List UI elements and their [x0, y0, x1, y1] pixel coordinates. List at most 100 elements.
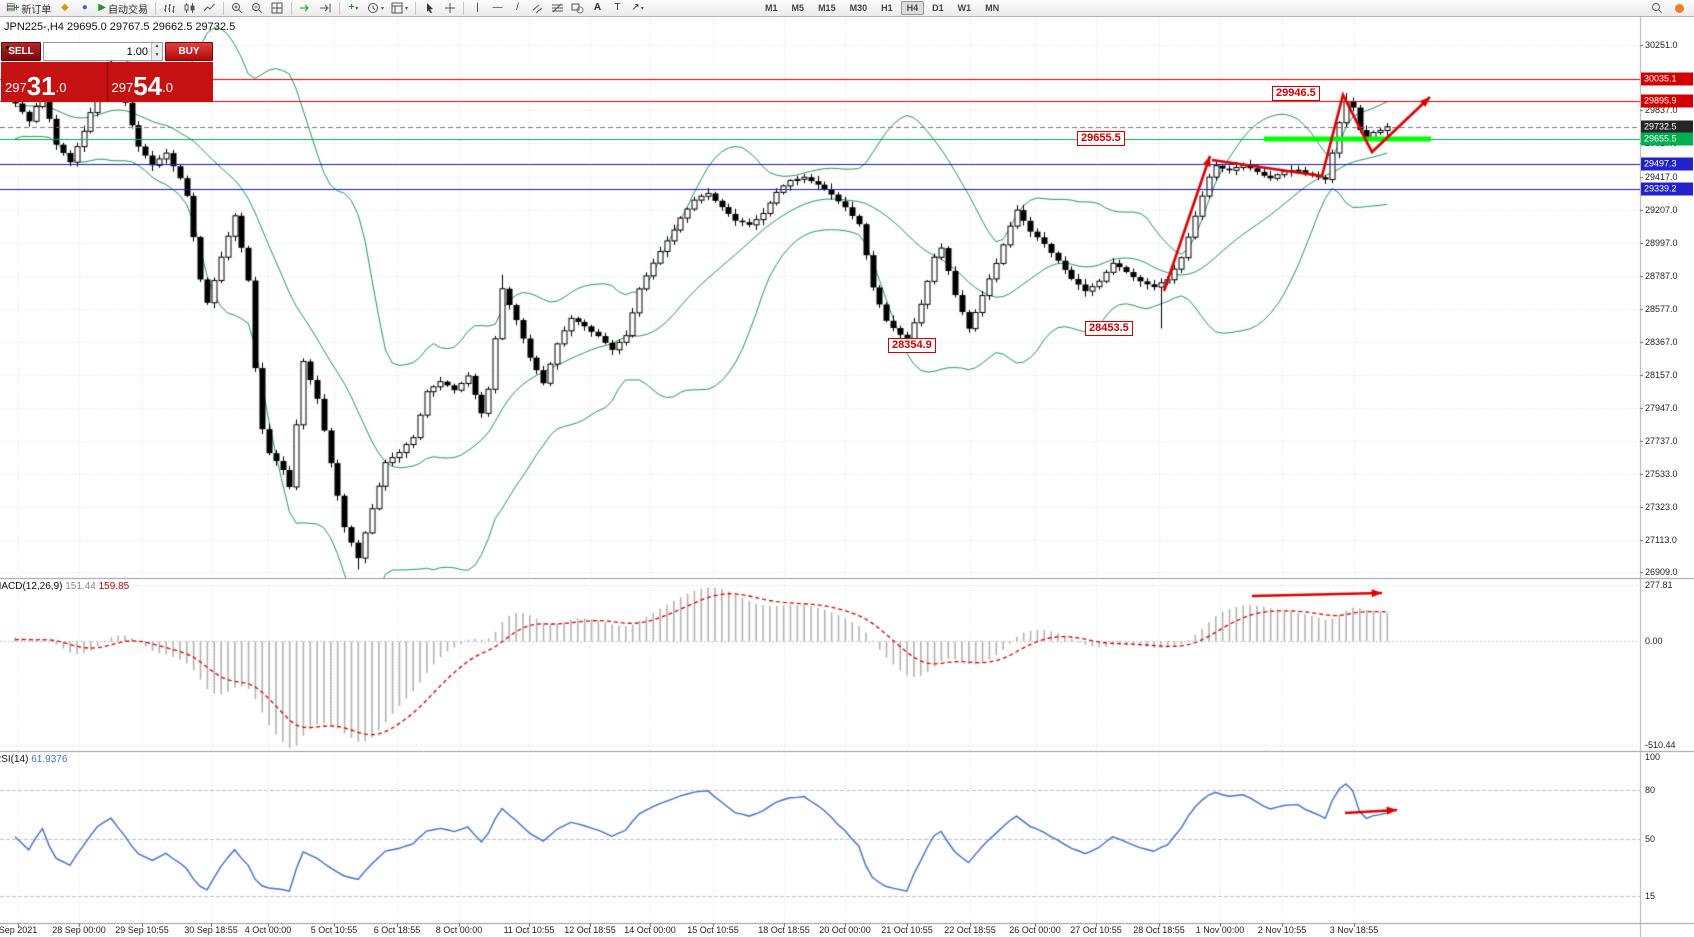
template-icon	[391, 2, 403, 14]
price-axis[interactable]: 30251.029837.029627.029417.029207.028997…	[1640, 17, 1694, 923]
vertical-line-icon: |	[476, 2, 479, 13]
sell-price-button[interactable]: 297 31.0	[1, 62, 107, 102]
timeframe-button-m15[interactable]: M15	[818, 3, 836, 13]
tile-windows-button[interactable]	[268, 1, 287, 16]
panel-collapse-icon[interactable]: ▼	[4, 45, 11, 52]
clock-icon	[368, 3, 378, 13]
chevron-down-icon: ▾	[355, 5, 359, 12]
tile-windows-icon	[271, 2, 283, 14]
volume-value: 1.00	[126, 45, 148, 58]
periods-button[interactable]: ▾	[364, 1, 387, 16]
time-tick-label: Sep 2021	[0, 925, 38, 935]
price-tick-label: 30251.0	[1645, 40, 1678, 50]
sell-button[interactable]: SELL	[1, 42, 41, 61]
zoom-out-button[interactable]	[248, 1, 267, 16]
crosshair-button[interactable]	[440, 1, 459, 16]
timeframe-button-m5[interactable]: M5	[791, 3, 805, 13]
community-icon: ●	[81, 2, 88, 13]
chart-shift-button[interactable]	[316, 1, 335, 16]
toolbar-separator	[339, 1, 340, 15]
shapes-button[interactable]	[568, 1, 587, 16]
horizontal-line-button[interactable]: —	[488, 1, 507, 16]
templates-button[interactable]: ▾	[388, 1, 411, 16]
rsi-axis-label: 50	[1645, 834, 1656, 844]
auto-scroll-icon	[300, 4, 309, 12]
channel-button[interactable]	[528, 1, 547, 16]
zoom-in-button[interactable]	[228, 1, 247, 16]
price-tick-label: 28157.0	[1645, 370, 1678, 381]
time-tick-label: 28 Oct 18:55	[1133, 925, 1185, 935]
price-annotation-label[interactable]: 28453.5	[1085, 321, 1133, 336]
macd-axis-label: 0.00	[1645, 636, 1663, 647]
auto-scroll-button[interactable]	[296, 1, 315, 16]
macd-axis-label: -510.44	[1645, 740, 1676, 750]
rsi-name: RSI(14)	[0, 754, 29, 765]
price-tick-label: 29207.0	[1645, 204, 1678, 215]
price-badge: 29339.2	[1641, 182, 1693, 196]
time-tick-label: 29 Sep 10:55	[115, 925, 169, 935]
timeframe-button-mn[interactable]: MN	[985, 3, 1000, 13]
rsi-indicator-label: RSI(14) 61.9376	[0, 754, 67, 765]
trendline-button[interactable]: /	[508, 1, 527, 16]
one-click-trading-panel: ▼ SELL 1.00 ▲ ▼ BUY 297 31.0 297 54.0	[1, 42, 213, 102]
candlestick-button[interactable]	[180, 1, 199, 16]
timeframe-button-h1[interactable]: H1	[881, 3, 893, 13]
macd-indicator-label: MACD(12,26,9) 151.44 159.85	[0, 581, 129, 592]
time-tick-label: 11 Oct 10:55	[503, 925, 555, 935]
price-annotation-label[interactable]: 29946.5	[1272, 86, 1320, 101]
price-annotation-label[interactable]: 28354.9	[888, 338, 936, 353]
price-badge: 29895.9	[1641, 94, 1693, 108]
timeframe-button-m1[interactable]: M1	[765, 3, 778, 13]
label-button[interactable]: T	[608, 1, 627, 16]
alerts-button[interactable]	[1670, 1, 1689, 16]
timeframe-button-w1[interactable]: W1	[957, 3, 972, 13]
volume-up-icon[interactable]: ▲	[152, 43, 162, 52]
timeframe-button-m30[interactable]: M30	[849, 3, 868, 13]
cursor-button[interactable]	[420, 1, 439, 16]
macd-axis-label: 277.81	[1645, 580, 1673, 590]
one-click-price-row: 297 31.0 297 54.0	[1, 62, 213, 102]
price-digits: 297	[111, 80, 134, 95]
price-tick-label: 27533.0	[1645, 468, 1678, 479]
timeframe-toolbar: M1 M5 M15 M30 H1 H4 D1 W1 MN	[758, 1, 1006, 15]
time-axis[interactable]: Sep 2021 28 Sep 00:00 29 Sep 10:55 30 Sep 1…	[0, 923, 1640, 937]
market-button[interactable]: ◆	[55, 1, 74, 16]
volume-spinner: ▲ ▼	[151, 43, 162, 60]
community-button[interactable]: ●	[75, 1, 94, 16]
buy-price-button[interactable]: 297 54.0	[107, 62, 213, 102]
macd-main-value: 151.44	[65, 581, 96, 592]
price-tick-label: 28787.0	[1645, 270, 1678, 281]
autotrading-button[interactable]: ▶ 自动交易	[95, 1, 151, 16]
volume-down-icon[interactable]: ▼	[152, 51, 162, 60]
text-button[interactable]: A	[588, 1, 607, 16]
indicators-button[interactable]: + ▾	[344, 1, 363, 16]
arrows-button[interactable]: ↗ ▾	[628, 1, 647, 16]
fibonacci-button[interactable]	[548, 1, 567, 16]
timeframe-button-d1[interactable]: D1	[932, 3, 944, 13]
search-button[interactable]	[1648, 1, 1667, 16]
price-tick-label: 28577.0	[1645, 303, 1678, 314]
new-order-button[interactable]: ▤ + 新订单	[3, 1, 54, 16]
buy-button[interactable]: BUY	[165, 42, 213, 61]
vertical-line-button[interactable]: |	[468, 1, 487, 16]
fibonacci-icon	[552, 3, 564, 13]
symbol-ohlc-header: JPN225-,H4 29695.0 29767.5 29662.5 29732…	[4, 21, 236, 33]
alert-icon	[1675, 3, 1684, 13]
timeframe-button-h4[interactable]: H4	[900, 1, 925, 15]
price-digits: 31	[26, 71, 56, 101]
toolbar: ▤ + 新订单 ◆ ● ▶ 自动交易 + ▾ ▾ ▾ | — /	[0, 0, 1694, 17]
macd-name: MACD(12,26,9)	[0, 581, 63, 592]
time-tick-label: 2 Nov 10:55	[1257, 925, 1307, 935]
bar-chart-button[interactable]	[160, 1, 179, 16]
volume-field[interactable]: 1.00 ▲ ▼	[43, 42, 163, 61]
price-annotation-label[interactable]: 29655.5	[1077, 131, 1125, 146]
play-icon: ▶	[98, 2, 106, 13]
price-tick-label: 27737.0	[1645, 436, 1678, 447]
line-chart-button[interactable]	[200, 1, 219, 16]
candlestick-icon	[184, 3, 195, 13]
time-tick-label: 8 Oct 00:00	[435, 925, 483, 935]
chevron-down-icon: ▾	[405, 5, 409, 12]
price-badge: 29497.3	[1641, 157, 1693, 171]
